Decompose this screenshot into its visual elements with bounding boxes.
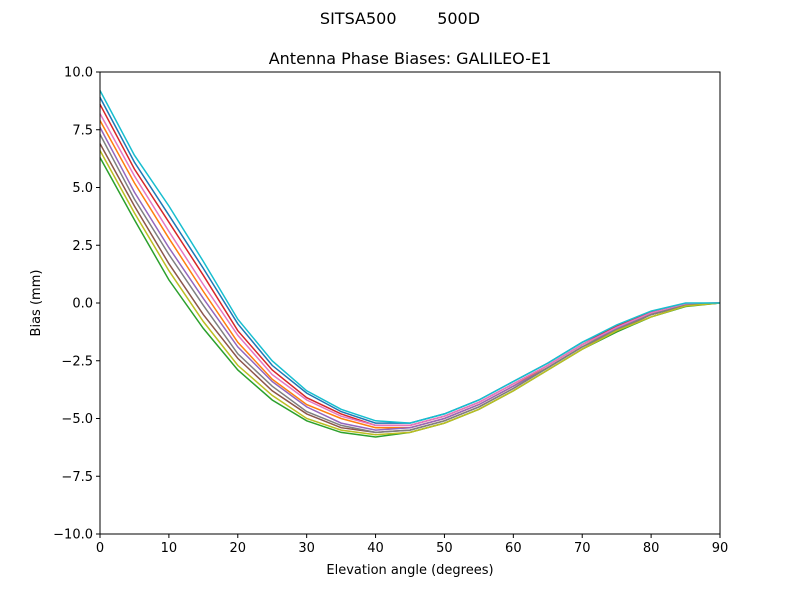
x-axis-label: Elevation angle (degrees) <box>326 563 493 578</box>
y-tick-label: 7.5 <box>72 123 93 138</box>
series-line-4 <box>99 127 721 431</box>
y-tick-label: −5.0 <box>61 412 93 427</box>
series-line-5 <box>99 143 721 434</box>
y-tick-label: 0.0 <box>72 297 93 312</box>
x-tick-label: 20 <box>230 541 247 556</box>
x-tick-label: 90 <box>712 541 729 556</box>
y-axis-label: Bias (mm) <box>29 270 44 337</box>
y-tick-label: 10.0 <box>64 66 93 81</box>
x-axis: 0 10 20 30 40 50 60 70 80 90 <box>96 534 728 556</box>
y-tick-label: −2.5 <box>61 354 93 369</box>
x-tick-label: 40 <box>367 541 384 556</box>
x-tick-label: 0 <box>96 541 104 556</box>
series-line-3 <box>99 103 721 427</box>
series-line-1 <box>99 120 721 429</box>
y-tick-label: −7.5 <box>61 470 93 485</box>
y-tick-label: −10.0 <box>53 528 93 543</box>
series-line-7 <box>99 134 721 434</box>
series-line-2 <box>99 157 721 438</box>
x-tick-label: 30 <box>298 541 315 556</box>
x-tick-label: 50 <box>436 541 453 556</box>
y-tick-label: 5.0 <box>72 181 93 196</box>
x-tick-label: 60 <box>505 541 522 556</box>
x-tick-label: 70 <box>574 541 591 556</box>
x-tick-label: 80 <box>643 541 660 556</box>
axes-frame <box>99 71 721 535</box>
chart-suptitle: SITSA500 500D <box>320 9 480 28</box>
y-tick-label: 2.5 <box>72 239 93 254</box>
chart-title: Antenna Phase Biases: GALILEO-E1 <box>269 49 552 68</box>
series-line-9 <box>99 90 720 424</box>
y-axis: −10.0 −7.5 −5.0 −2.5 0.0 2.5 5.0 7.5 10.0 <box>53 66 100 543</box>
series-line-8 <box>99 150 721 436</box>
series-lines <box>99 90 721 438</box>
x-tick-label: 10 <box>161 541 178 556</box>
series-line-6 <box>99 113 721 427</box>
